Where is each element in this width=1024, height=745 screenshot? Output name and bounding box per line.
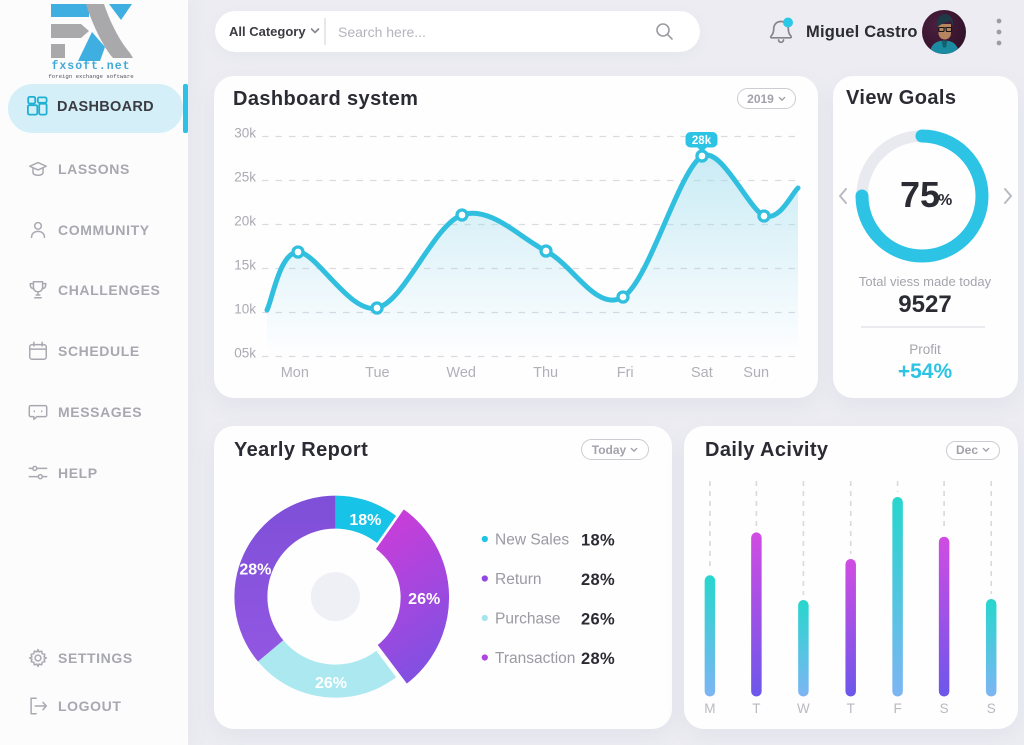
svg-text:18%: 18% bbox=[349, 512, 381, 529]
svg-text:Sat: Sat bbox=[691, 365, 713, 381]
svg-text:15k: 15k bbox=[234, 258, 256, 273]
svg-text:28%: 28% bbox=[581, 650, 615, 668]
svg-text:Thu: Thu bbox=[533, 365, 558, 381]
svg-text:Transaction: Transaction bbox=[495, 650, 575, 667]
svg-text:T: T bbox=[847, 701, 855, 716]
svg-text:foreign exchange software: foreign exchange software bbox=[48, 73, 134, 80]
svg-text:M: M bbox=[704, 701, 715, 716]
svg-text:%: % bbox=[938, 192, 952, 209]
svg-text:28%: 28% bbox=[581, 571, 615, 589]
svg-text:Profit: Profit bbox=[909, 342, 941, 357]
svg-text:28k: 28k bbox=[692, 135, 712, 147]
svg-text:05k: 05k bbox=[234, 346, 256, 361]
svg-text:26%: 26% bbox=[581, 610, 615, 628]
svg-text:10k: 10k bbox=[234, 302, 256, 317]
svg-text:28%: 28% bbox=[239, 562, 271, 579]
svg-text:Wed: Wed bbox=[446, 365, 476, 381]
svg-text:9527: 9527 bbox=[898, 291, 951, 318]
svg-text:Mon: Mon bbox=[281, 365, 309, 381]
svg-text:T: T bbox=[752, 701, 760, 716]
svg-text:W: W bbox=[797, 701, 810, 716]
svg-text:20k: 20k bbox=[234, 214, 256, 229]
svg-text:S: S bbox=[940, 701, 949, 716]
svg-text:Total viess made today: Total viess made today bbox=[859, 274, 992, 289]
svg-text:New Sales: New Sales bbox=[495, 531, 569, 548]
svg-text:S: S bbox=[987, 701, 996, 716]
svg-text:25k: 25k bbox=[234, 170, 256, 185]
svg-text:75: 75 bbox=[900, 174, 940, 215]
svg-text:30k: 30k bbox=[234, 126, 256, 141]
svg-text:fxsoft.net: fxsoft.net bbox=[51, 60, 130, 73]
svg-text:Fri: Fri bbox=[617, 365, 634, 381]
svg-text:Sun: Sun bbox=[743, 365, 769, 381]
svg-text:Return: Return bbox=[495, 571, 542, 588]
svg-text:Purchase: Purchase bbox=[495, 610, 560, 627]
svg-text:+54%: +54% bbox=[898, 360, 953, 383]
svg-text:Tue: Tue bbox=[365, 365, 389, 381]
svg-text:26%: 26% bbox=[408, 591, 440, 608]
svg-text:26%: 26% bbox=[315, 675, 347, 692]
svg-text:F: F bbox=[893, 701, 901, 716]
svg-text:18%: 18% bbox=[581, 531, 615, 549]
